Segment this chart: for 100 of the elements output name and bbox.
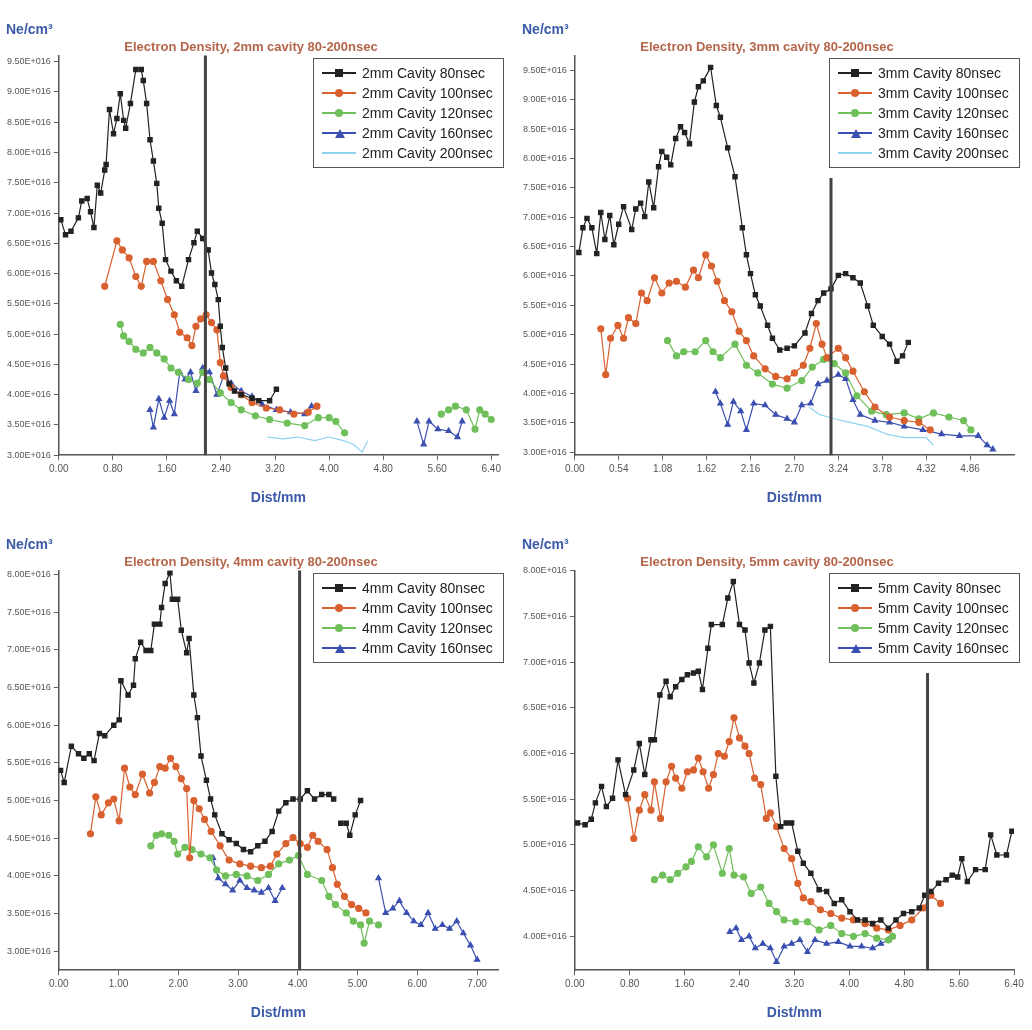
y-tick-label: 7.50E+016	[6, 606, 51, 617]
x-tick-label: 4.80	[894, 977, 915, 989]
y-tick-label: 6.50E+016	[522, 241, 567, 252]
x-tick-label: 1.60	[674, 977, 695, 989]
x-tick-label: 3.78	[872, 462, 893, 474]
legend-label: 5mm Cavity 160nsec	[878, 638, 1009, 658]
y-tick-label: 7.50E+016	[6, 177, 51, 188]
legend-label: 2mm Cavity 120nsec	[362, 103, 493, 123]
x-tick-label: 2.40	[211, 462, 232, 474]
x-tick-label: 6.40	[1004, 977, 1025, 989]
y-tick-label: 4.50E+016	[522, 885, 567, 896]
legend-label: 3mm Cavity 80nsec	[878, 63, 1001, 83]
y-tick-label: 3.50E+016	[6, 419, 51, 430]
y-tick-label: 7.00E+016	[522, 656, 567, 667]
y-tick-label: 5.50E+016	[6, 298, 51, 309]
y-tick-label: 6.50E+016	[522, 702, 567, 713]
chart-title: Electron Density, 4mm cavity 80-200nsec	[124, 554, 378, 570]
legend-label: 2mm Cavity 160nsec	[362, 123, 493, 143]
x-tick-label: 0.00	[565, 462, 585, 474]
legend-label: 2mm Cavity 80nsec	[362, 63, 485, 83]
x-axis-title: Dist/mm	[250, 489, 307, 506]
x-tick-label: 0.80	[103, 462, 124, 474]
x-tick-label: 1.08	[652, 462, 673, 474]
x-tick-label: 5.60	[427, 462, 448, 474]
legend-label: 5mm Cavity 80nsec	[878, 578, 1001, 598]
x-tick-label: 7.00	[467, 977, 488, 989]
y-tick-label: 9.50E+016	[522, 64, 567, 75]
y-tick-label: 8.00E+016	[522, 152, 567, 163]
y-tick-label: 8.00E+016	[6, 568, 51, 579]
x-tick-label: 4.80	[373, 462, 394, 474]
x-axis-title: Dist/mm	[766, 1004, 823, 1021]
x-axis-title: Dist/mm	[250, 1004, 307, 1021]
y-axis-title: Ne/cm³	[522, 20, 570, 37]
x-tick-label: 3.24	[828, 462, 849, 474]
x-tick-label: 1.62	[696, 462, 717, 474]
y-axis-title: Ne/cm³	[6, 20, 54, 37]
y-tick-label: 9.50E+016	[6, 56, 51, 67]
y-tick-label: 6.00E+016	[6, 268, 51, 279]
y-tick-label: 5.50E+016	[522, 793, 567, 804]
y-tick-label: 5.00E+016	[6, 328, 51, 339]
legend-label: 4mm Cavity 120nsec	[362, 618, 493, 638]
x-tick-label: 4.86	[960, 462, 981, 474]
y-tick-label: 5.00E+016	[6, 795, 51, 806]
legend-label: 4mm Cavity 100nsec	[362, 598, 493, 618]
x-tick-label: 2.40	[729, 977, 750, 989]
y-tick-label: 8.50E+016	[6, 116, 51, 127]
y-tick-label: 4.00E+016	[6, 870, 51, 881]
y-tick-label: 3.00E+016	[6, 449, 51, 460]
y-tick-label: 6.00E+016	[6, 719, 51, 730]
y-tick-label: 4.00E+016	[6, 389, 51, 400]
y-tick-label: 7.00E+016	[6, 207, 51, 218]
x-tick-label: 0.80	[619, 977, 640, 989]
legend-label: 5mm Cavity 120nsec	[878, 618, 1009, 638]
y-tick-label: 5.50E+016	[6, 757, 51, 768]
y-tick-label: 9.00E+016	[522, 94, 567, 105]
y-tick-label: 3.50E+016	[6, 908, 51, 919]
x-axis-title: Dist/mm	[766, 489, 823, 506]
y-tick-label: 5.00E+016	[522, 839, 567, 850]
y-tick-label: 4.00E+016	[522, 930, 567, 941]
y-tick-label: 3.00E+016	[6, 945, 51, 956]
legend-label: 5mm Cavity 100nsec	[878, 598, 1009, 618]
y-tick-label: 4.00E+016	[522, 387, 567, 398]
legend-label: 4mm Cavity 80nsec	[362, 578, 485, 598]
x-tick-label: 5.60	[949, 977, 970, 989]
x-tick-label: 6.00	[407, 977, 428, 989]
legend-label: 3mm Cavity 120nsec	[878, 103, 1009, 123]
x-tick-label: 6.40	[481, 462, 502, 474]
legend-label: 3mm Cavity 160nsec	[878, 123, 1009, 143]
y-tick-label: 7.50E+016	[522, 610, 567, 621]
y-tick-label: 8.50E+016	[522, 123, 567, 134]
x-tick-label: 3.00	[228, 977, 249, 989]
x-tick-label: 4.00	[288, 977, 308, 989]
y-tick-label: 7.50E+016	[522, 182, 567, 193]
legend-label: 3mm Cavity 100nsec	[878, 83, 1009, 103]
y-tick-label: 5.00E+016	[522, 329, 567, 340]
x-tick-label: 2.00	[168, 977, 189, 989]
y-tick-label: 7.00E+016	[6, 644, 51, 655]
y-tick-label: 3.50E+016	[522, 417, 567, 428]
x-tick-label: 5.00	[347, 977, 368, 989]
y-tick-label: 4.50E+016	[6, 358, 51, 369]
x-tick-label: 2.16	[740, 462, 761, 474]
chart-title: Electron Density, 2mm cavity 80-200nsec	[124, 39, 378, 55]
y-tick-label: 5.50E+016	[522, 299, 567, 310]
y-tick-label: 9.00E+016	[6, 86, 51, 97]
legend-label: 3mm Cavity 200nsec	[878, 143, 1009, 163]
x-tick-label: 0.54	[608, 462, 629, 474]
x-tick-label: 3.20	[265, 462, 286, 474]
legend-label: 2mm Cavity 100nsec	[362, 83, 493, 103]
y-axis-title: Ne/cm³	[522, 535, 570, 552]
y-tick-label: 8.00E+016	[6, 146, 51, 157]
y-tick-label: 6.00E+016	[522, 747, 567, 758]
x-tick-label: 3.20	[784, 977, 805, 989]
x-tick-label: 1.60	[157, 462, 178, 474]
y-tick-label: 6.00E+016	[522, 270, 567, 281]
legend-label: 2mm Cavity 200nsec	[362, 143, 493, 163]
x-tick-label: 4.32	[916, 462, 937, 474]
x-tick-label: 1.00	[108, 977, 129, 989]
y-tick-label: 4.50E+016	[522, 358, 567, 369]
chart-title: Electron Density, 3mm cavity 80-200nsec	[640, 39, 894, 55]
x-tick-label: 0.00	[49, 977, 69, 989]
